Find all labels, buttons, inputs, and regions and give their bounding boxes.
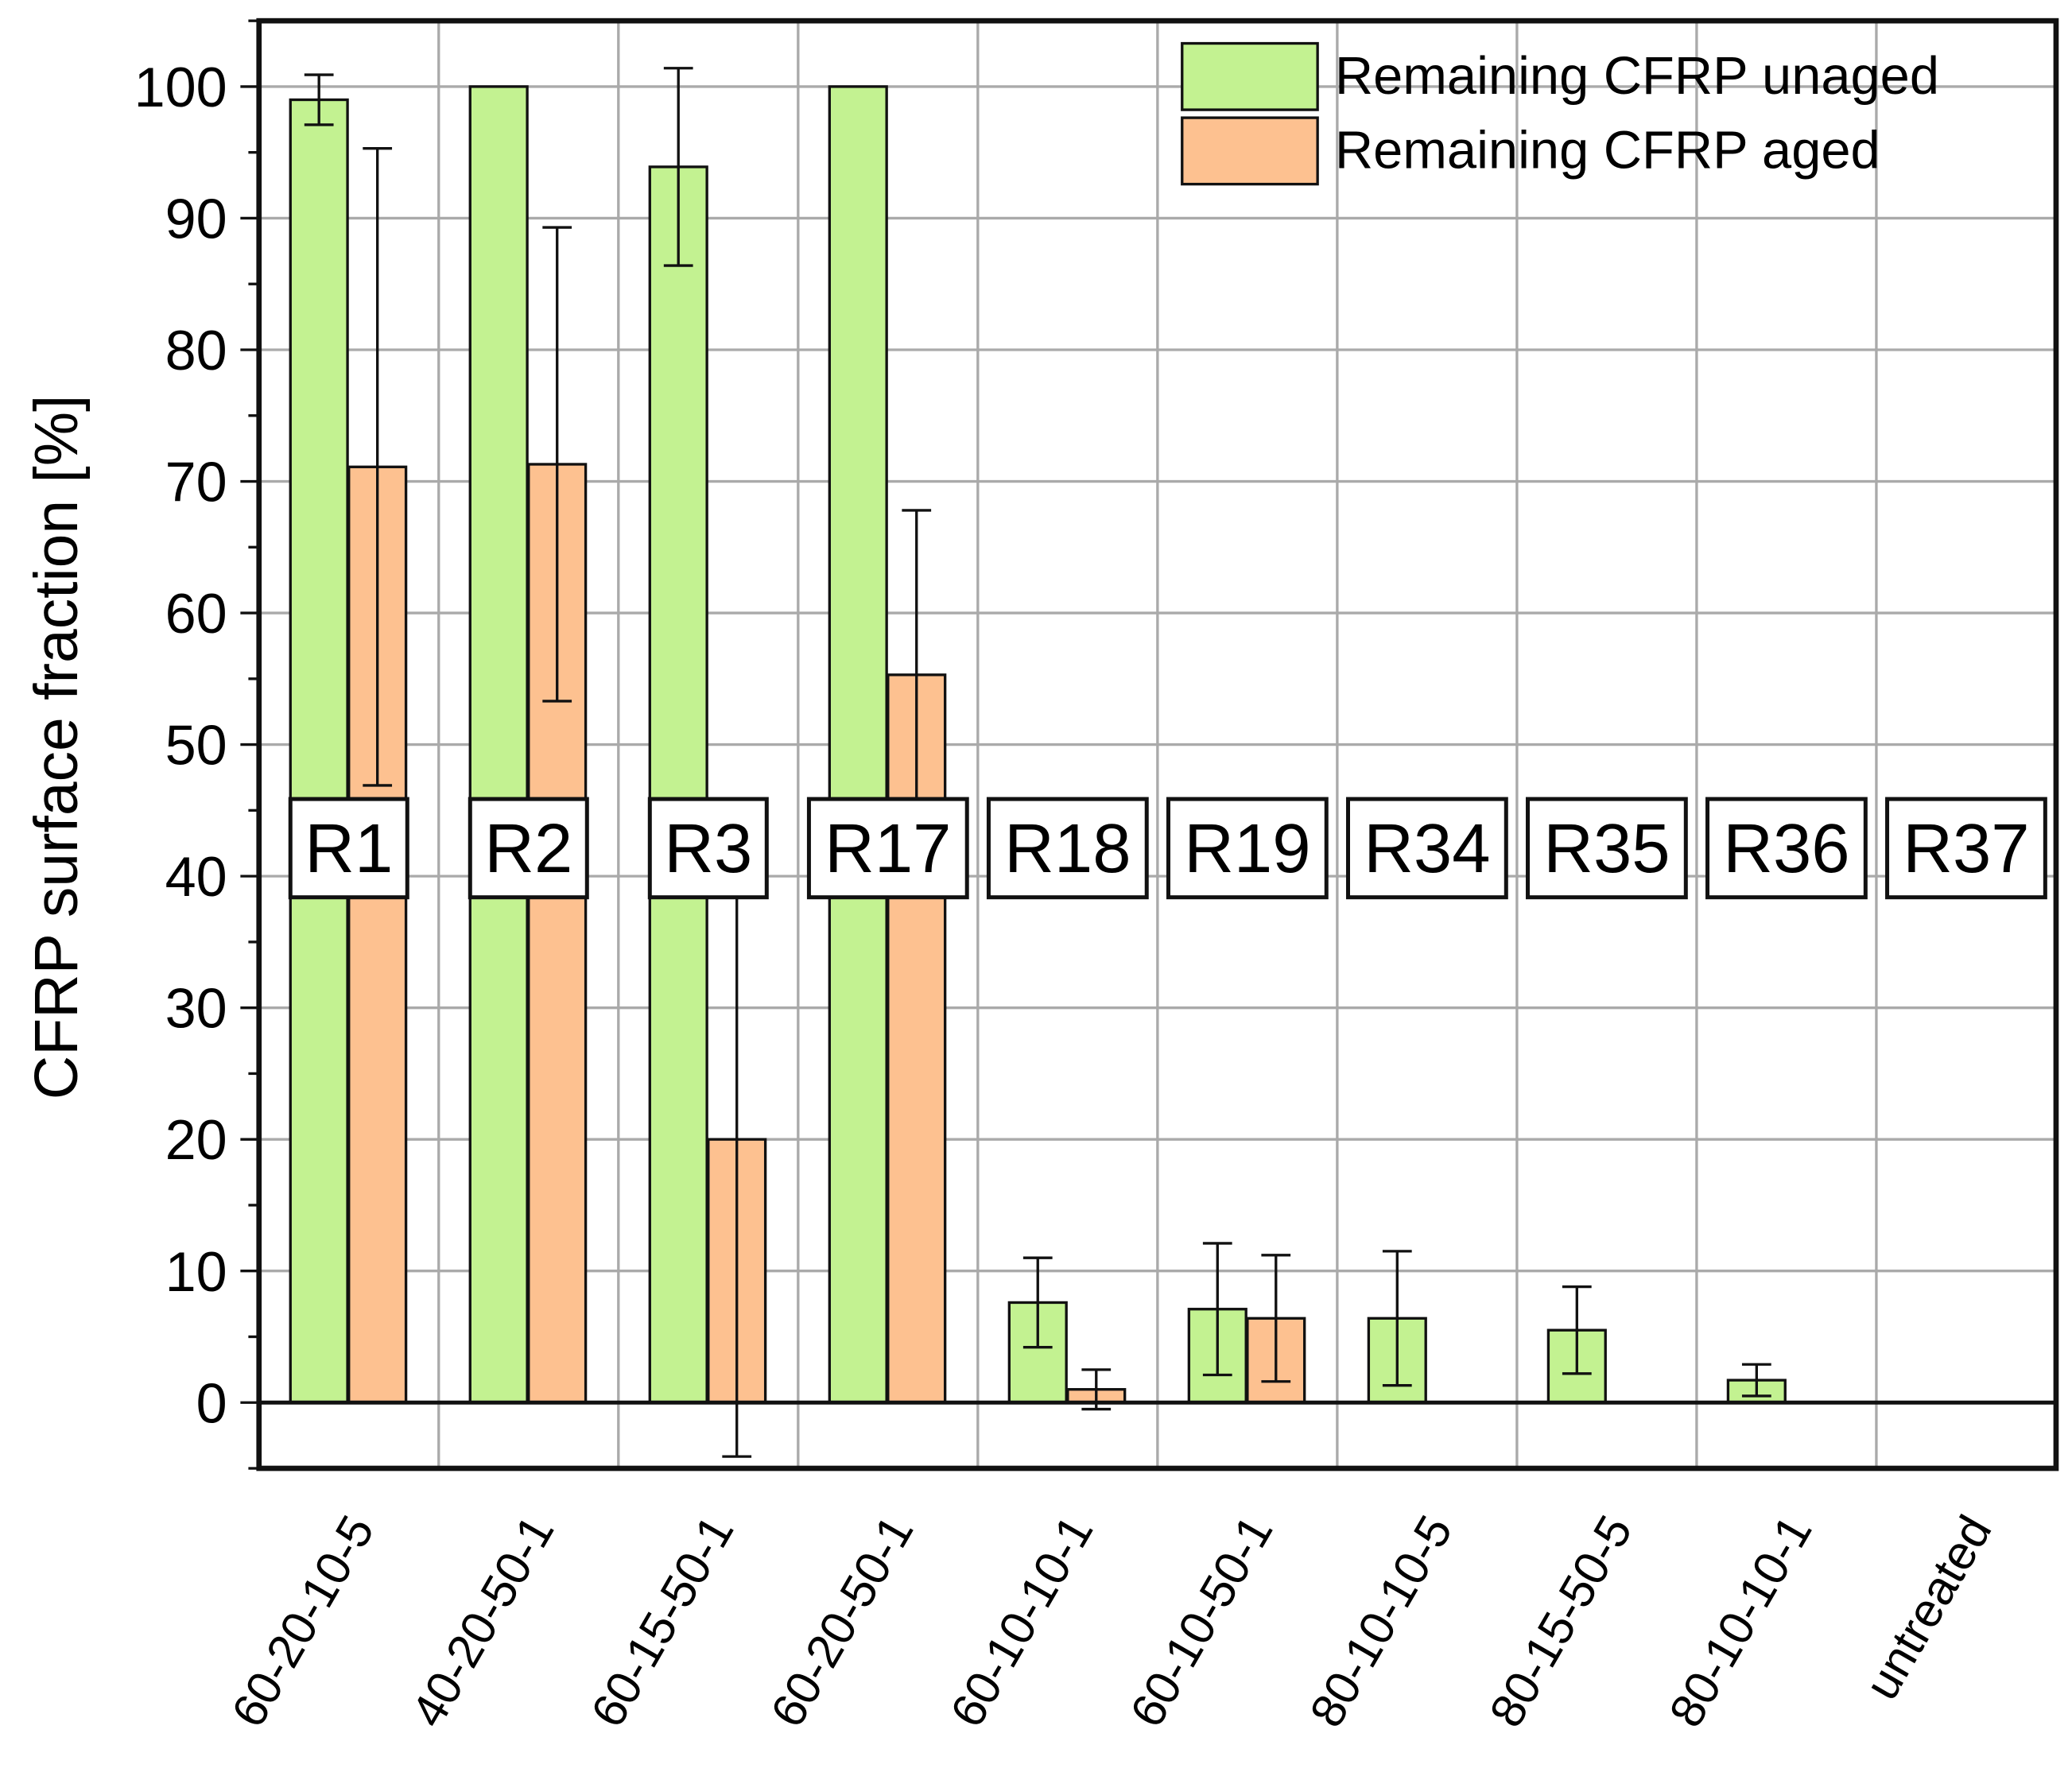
- error-bar: [1202, 1242, 1232, 1377]
- y-axis-label: CFRP surface fraction [%]: [22, 395, 91, 1100]
- bar-unaged: [648, 165, 708, 1404]
- error-bar: [542, 226, 572, 703]
- legend-swatch-aged: [1181, 116, 1319, 186]
- y-tick-label: 20: [165, 1108, 227, 1171]
- group-label-box: [647, 797, 769, 900]
- group-label-box: [288, 797, 409, 900]
- legend-label: Remaining CFRP unaged: [1335, 47, 1939, 106]
- x-tick-label: 80-10-10-1: [1659, 1506, 1822, 1735]
- y-tick-label: 40: [165, 845, 227, 908]
- error-bar: [1741, 1363, 1771, 1398]
- group-label: R34: [1364, 810, 1490, 887]
- y-tick-label: 0: [196, 1371, 227, 1434]
- error-bar: [1022, 1256, 1053, 1349]
- group-label-box: [1345, 797, 1508, 900]
- group-label-box: [1885, 797, 2047, 900]
- group-label: R18: [1004, 810, 1131, 887]
- group-label: R35: [1543, 810, 1670, 887]
- y-tick-label: 100: [134, 56, 227, 118]
- group-label-box: [1526, 797, 1688, 900]
- group-label: R37: [1903, 810, 2029, 887]
- error-bar: [304, 73, 334, 126]
- error-bar: [1382, 1250, 1412, 1387]
- bar-unaged: [289, 98, 349, 1404]
- x-tick-label: 80-10-10-5: [1299, 1506, 1462, 1735]
- y-tick-label: 10: [165, 1240, 227, 1303]
- x-tick-label: 60-10-10-1: [940, 1506, 1103, 1735]
- bar-unaged: [468, 85, 529, 1404]
- group-label: R3: [664, 810, 752, 887]
- error-bar: [663, 67, 693, 267]
- group-label-box: [806, 797, 969, 900]
- x-tick-label: 60-10-50-1: [1119, 1506, 1282, 1735]
- group-label: R17: [825, 810, 951, 887]
- group-label-box: [1705, 797, 1868, 900]
- x-tick-label: 40-20-50-1: [401, 1506, 564, 1735]
- x-tick-label: 80-15-50-5: [1479, 1506, 1642, 1735]
- x-tick-label: 60-15-50-1: [580, 1506, 743, 1735]
- error-bar: [1261, 1254, 1291, 1383]
- legend: Remaining CFRP unaged Remaining CFRP aged: [1181, 41, 1939, 186]
- y-tick-label: 60: [165, 582, 227, 645]
- group-label-box: [986, 797, 1149, 900]
- group-label-box: [1166, 797, 1329, 900]
- error-bar: [363, 147, 393, 787]
- group-label: R19: [1184, 810, 1310, 887]
- group-label: R1: [305, 810, 393, 887]
- y-tick-label: 30: [165, 977, 227, 1040]
- y-tick-label: 70: [165, 451, 227, 514]
- legend-swatch-unaged: [1181, 41, 1319, 111]
- group-label-box: [468, 797, 589, 900]
- y-tick-label: 80: [165, 319, 227, 382]
- y-tick-label: 90: [165, 188, 227, 250]
- y-tick-label: 50: [165, 714, 227, 777]
- x-tick-label: 60-20-50-1: [760, 1506, 923, 1735]
- error-bar: [1562, 1285, 1592, 1375]
- legend-label: Remaining CFRP aged: [1335, 122, 1880, 180]
- bars: R1 R2 R3 R17 R18 R19 R34 R35 R36 R37: [288, 67, 2047, 1458]
- group-label: R2: [484, 810, 572, 887]
- x-tick-label: untreated: [1855, 1506, 2002, 1708]
- x-tick-label: 60-20-10-5: [221, 1506, 384, 1735]
- group-label: R36: [1723, 810, 1849, 887]
- bar-unaged: [828, 85, 888, 1404]
